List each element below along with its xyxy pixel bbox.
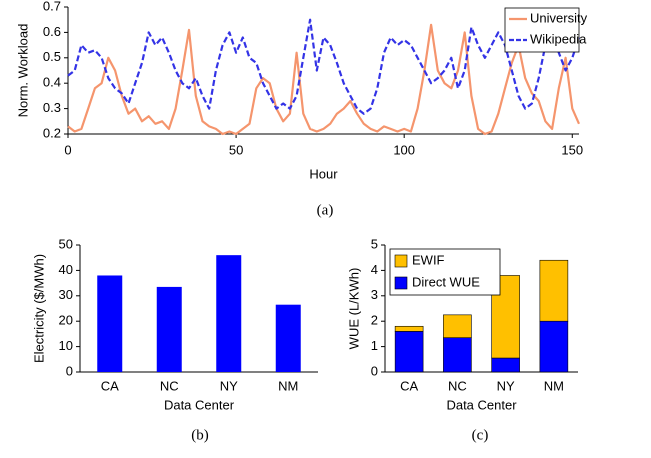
legend-label: Direct WUE (412, 274, 480, 289)
bar-segment (539, 320, 569, 373)
x-axis-label: Data Center (164, 397, 235, 412)
x-tick-label: CA (101, 378, 119, 393)
bar (156, 286, 182, 372)
y-axis-label: Norm. Workload (15, 24, 30, 118)
y-tick-label: 5 (371, 236, 378, 251)
x-tick-label: NY (497, 378, 515, 393)
y-tick-label: 2 (371, 313, 378, 328)
x-tick-label: NC (160, 378, 179, 393)
bar-segment (539, 259, 569, 322)
y-tick-label: 0.4 (43, 75, 61, 90)
legend-swatch (394, 254, 408, 268)
y-axis-label: WUE (L/KWh) (346, 268, 361, 350)
y-tick-label: 10 (59, 338, 73, 353)
legend-label: University (530, 10, 588, 25)
y-tick-label: 0.3 (43, 100, 61, 115)
y-tick-label: 0.6 (43, 24, 61, 39)
x-axis-label: Hour (309, 166, 338, 181)
series-line (67, 18, 581, 115)
y-tick-label: 4 (371, 262, 378, 277)
bar-segment (394, 325, 424, 332)
legend-box (389, 248, 501, 296)
bar-segment (443, 314, 472, 339)
y-tick-label: 0 (66, 363, 73, 378)
y-tick-label: 30 (59, 287, 73, 302)
legend-swatch (394, 276, 408, 290)
y-tick-label: 1 (371, 338, 378, 353)
caption: (b) (191, 427, 209, 443)
y-tick-label: 3 (371, 287, 378, 302)
bar (275, 304, 301, 372)
bar-segment (491, 357, 520, 373)
y-tick-label: 40 (59, 262, 73, 277)
x-tick-label: 50 (229, 142, 243, 157)
x-tick-label: NY (220, 378, 238, 393)
bar-segment (394, 331, 424, 373)
y-tick-label: 0 (371, 363, 378, 378)
caption: (c) (472, 427, 489, 443)
x-tick-label: NC (448, 378, 467, 393)
x-tick-label: 0 (64, 142, 71, 157)
x-tick-label: NM (278, 378, 298, 393)
y-tick-label: 0.2 (43, 125, 61, 140)
x-tick-label: CA (400, 378, 418, 393)
legend-label: Wikipedia (530, 31, 587, 46)
y-tick-label: 0.5 (43, 49, 61, 64)
bar (97, 275, 123, 372)
legend-box (504, 7, 580, 53)
bar-segment (443, 337, 472, 373)
y-tick-label: 0.7 (43, 0, 61, 13)
x-tick-label: NM (544, 378, 564, 393)
series-line (67, 23, 581, 136)
y-tick-label: 50 (59, 236, 73, 251)
caption: (a) (317, 202, 334, 218)
x-tick-label: 100 (393, 142, 415, 157)
y-tick-label: 20 (59, 313, 73, 328)
legend-label: EWIF (412, 252, 445, 267)
x-axis-label: Data Center (446, 397, 517, 412)
x-tick-label: 150 (561, 142, 583, 157)
bar (216, 255, 242, 372)
y-axis-label: Electricity ($/MWh) (31, 254, 46, 363)
